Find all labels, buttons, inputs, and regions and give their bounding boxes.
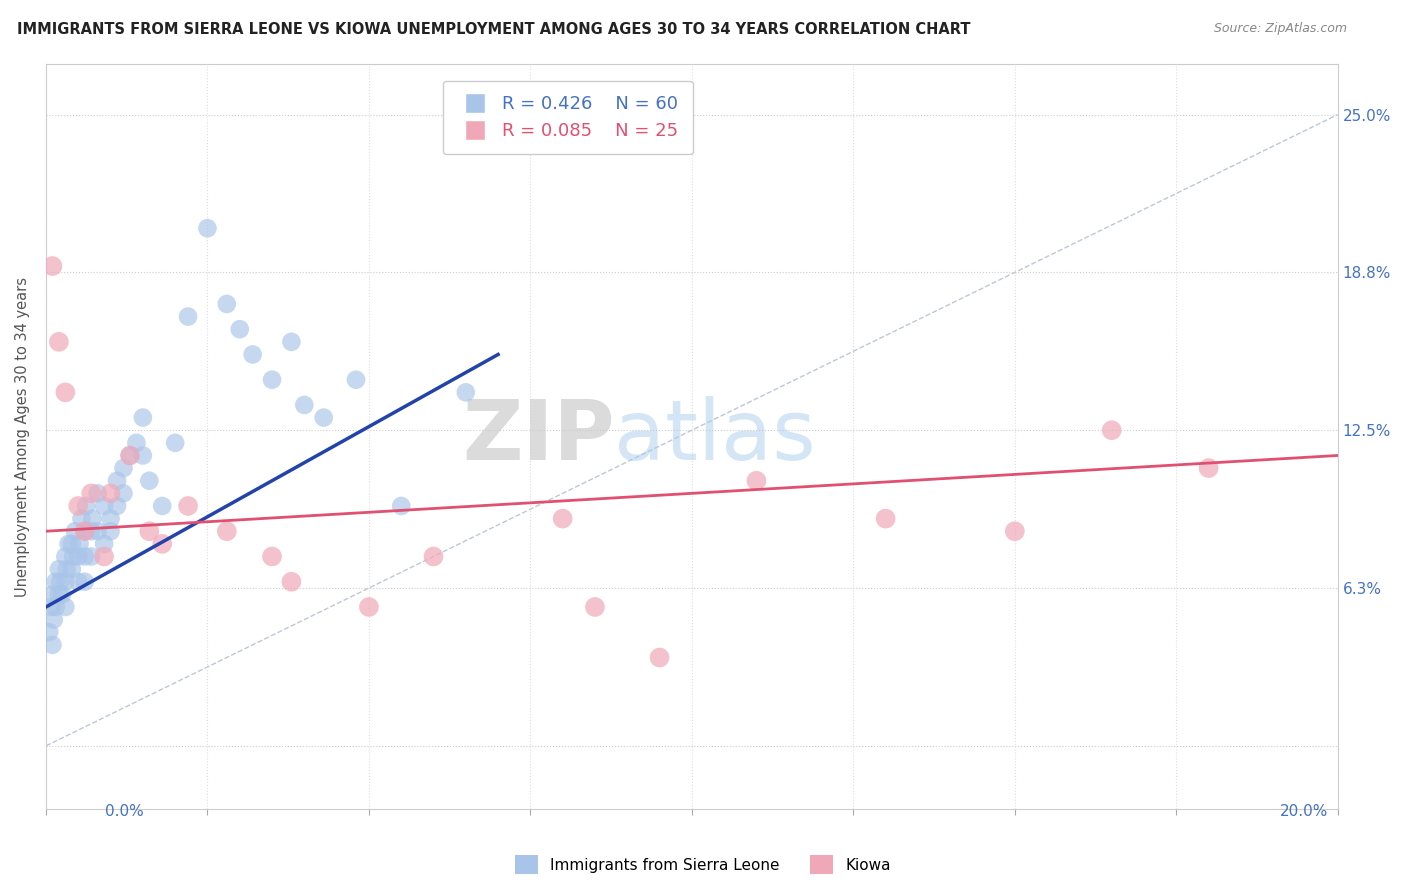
Point [280,334,302,349]
Point [357,599,380,614]
Point [132,449,155,463]
Point [422,549,444,564]
Point [70,511,93,525]
Point [93,499,115,513]
Point [551,511,574,525]
Point [63,524,86,539]
Point [53,385,76,400]
Point [67,574,90,589]
Point [93,549,115,564]
Point [215,297,238,311]
Point [118,449,141,463]
Text: Source: ZipAtlas.com: Source: ZipAtlas.com [1213,22,1347,36]
Point [260,549,283,564]
Point [177,499,200,513]
Point [60,562,83,576]
Point [67,499,90,513]
Point [53,549,76,564]
Point [73,524,96,539]
Point [118,449,141,463]
Point [454,385,477,400]
Point [132,410,155,425]
Point [62,549,84,564]
Point [105,499,128,513]
Point [344,373,367,387]
Text: IMMIGRANTS FROM SIERRA LEONE VS KIOWA UNEMPLOYMENT AMONG AGES 30 TO 34 YEARS COR: IMMIGRANTS FROM SIERRA LEONE VS KIOWA UN… [17,22,970,37]
Point [73,574,96,589]
Point [48,334,70,349]
Point [150,537,173,551]
Legend: Immigrants from Sierra Leone, Kiowa: Immigrants from Sierra Leone, Kiowa [509,849,897,880]
Point [583,599,606,614]
Point [41,587,63,601]
Point [125,435,148,450]
Point [86,524,108,539]
Point [53,574,76,589]
Point [48,562,70,576]
Text: atlas: atlas [614,396,815,477]
Point [229,322,252,336]
Point [55,562,77,576]
Point [242,347,264,361]
Point [138,524,160,539]
Point [80,524,103,539]
Point [100,524,122,539]
Point [67,549,90,564]
Point [69,537,91,551]
Point [42,613,65,627]
Y-axis label: Unemployment Among Ages 30 to 34 years: Unemployment Among Ages 30 to 34 years [15,277,30,597]
Point [80,549,103,564]
Point [86,486,108,500]
Point [165,435,187,450]
Point [312,410,335,425]
Point [150,499,173,513]
Text: 20.0%: 20.0% [1281,805,1329,819]
Point [51,587,73,601]
Point [100,511,122,525]
Point [1198,461,1220,475]
Point [260,373,283,387]
Point [49,574,72,589]
Point [45,574,67,589]
Point [215,524,238,539]
Point [292,398,315,412]
Text: ZIP: ZIP [461,396,614,477]
Point [41,638,63,652]
Point [1004,524,1026,539]
Point [93,537,115,551]
Point [875,511,897,525]
Point [112,486,135,500]
Text: 0.0%: 0.0% [105,805,145,819]
Point [197,221,219,235]
Point [38,625,60,640]
Point [60,537,83,551]
Point [138,474,160,488]
Point [105,474,128,488]
Point [48,587,70,601]
Point [39,599,62,614]
Point [75,499,97,513]
Point [45,599,67,614]
Point [100,486,122,500]
Point [648,650,671,665]
Point [112,461,135,475]
Point [73,549,96,564]
Point [745,474,768,488]
Point [80,486,103,500]
Point [41,259,63,273]
Legend: R = 0.426    N = 60, R = 0.085    N = 25: R = 0.426 N = 60, R = 0.085 N = 25 [443,80,693,154]
Point [177,310,200,324]
Point [1101,423,1123,437]
Point [58,537,80,551]
Point [82,511,104,525]
Point [53,599,76,614]
Point [389,499,412,513]
Point [73,524,96,539]
Point [280,574,302,589]
